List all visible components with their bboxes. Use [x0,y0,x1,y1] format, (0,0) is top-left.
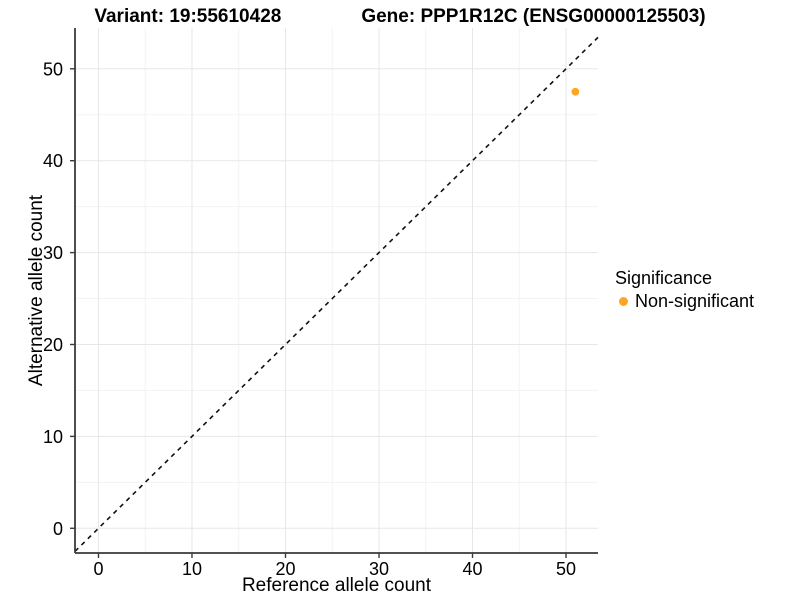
legend-item-label: Non-significant [635,291,755,311]
x-tick-label: 10 [182,559,202,579]
y-tick-label: 20 [43,335,63,355]
plot-title-variant: Variant: 19:55610428 [94,6,282,27]
y-tick-label: 40 [43,151,63,171]
y-tick-label: 50 [43,59,63,79]
x-tick-label: 20 [275,559,295,579]
legend-title: Significance [615,268,713,288]
x-tick-label: 40 [462,559,482,579]
x-axis-title: Reference allele count [242,575,432,596]
x-tick-label: 30 [369,559,389,579]
legend-item: Non-significant [613,291,754,312]
data-point [571,87,580,96]
y-tick-label: 10 [43,427,63,447]
y-axis-title: Alternative allele count [26,194,47,386]
y-tick-label: 0 [53,519,63,539]
x-tick-label: 50 [556,559,576,579]
y-tick-label: 30 [43,243,63,263]
x-tick-label: 0 [93,559,103,579]
plot-title-gene: Gene: PPP1R12C (ENSG00000125503) [361,6,706,27]
legend: Significance Non-significant [613,268,754,312]
legend-point-icon [619,297,628,306]
plot-title: Variant: 19:55610428 Gene: PPP1R12C (ENS… [0,6,800,28]
